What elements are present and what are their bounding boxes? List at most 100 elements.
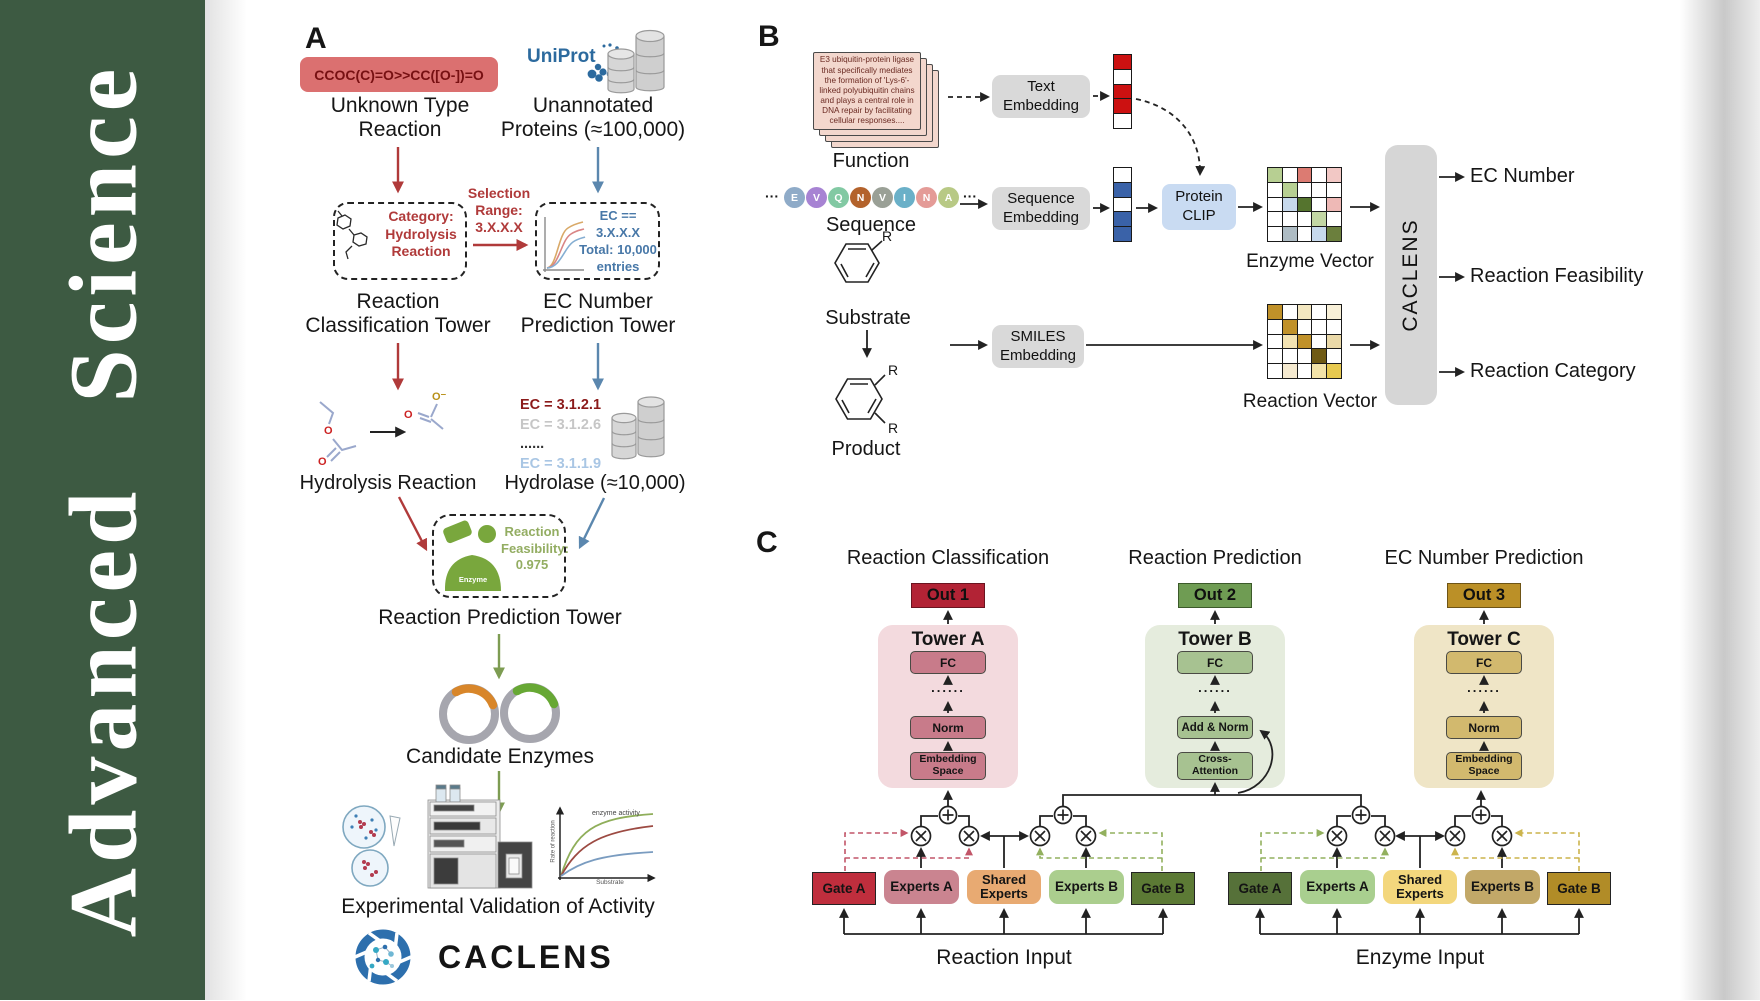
moe1-gate-b: Gate B xyxy=(1131,872,1195,905)
caclens-bar xyxy=(1385,145,1437,405)
enzyme-activity-annotation: enzyme activity xyxy=(592,810,640,817)
sequence-embedding-vector xyxy=(1113,167,1133,242)
ec-dashed-box xyxy=(535,202,660,280)
page-right-shadow xyxy=(1680,0,1760,1000)
acetate-o-minus-atom: O⁻ xyxy=(432,391,447,403)
tower-a-dots: ...... xyxy=(931,680,965,695)
validation-label: Experimental Validation of Activity xyxy=(341,895,655,918)
category-text: Category: Hydrolysis Reaction xyxy=(385,208,457,259)
tower-a-norm: Norm xyxy=(910,716,986,739)
sequence-ellipsis-left: ··· xyxy=(765,188,779,204)
moe1-experts-b: Experts B xyxy=(1049,870,1124,904)
ester-o-atom: O xyxy=(324,425,333,437)
output-reaction-category: Reaction Category xyxy=(1470,360,1636,382)
uniprot-logo-text: UniProt xyxy=(527,46,596,67)
acetate-o-atom: O xyxy=(404,409,413,421)
moe2-experts-b: Experts B xyxy=(1465,870,1540,904)
protein-clip-box: Protein CLIP xyxy=(1162,184,1236,230)
panel-c-label: C xyxy=(756,526,778,559)
candidate-enzymes-label: Candidate Enzymes xyxy=(406,745,594,768)
smiles-embedding-box: SMILES Embedding xyxy=(992,325,1084,368)
database-stack-top-icon xyxy=(607,29,665,94)
activity-plot-icon xyxy=(555,806,656,883)
substrate-r-label: R xyxy=(882,228,893,244)
panel-b-label: B xyxy=(758,20,780,53)
unannotated-proteins-label: Unannotated Proteins (≈100,000) xyxy=(500,94,686,142)
feasibility-dashed-box xyxy=(432,514,566,598)
tower-c-embedding-space: Embedding Space xyxy=(1446,752,1522,780)
product-label: Product xyxy=(831,438,901,460)
ec-prediction-tower-label: EC Number Prediction Tower xyxy=(520,290,676,338)
sequence-embedding-box: Sequence Embedding xyxy=(992,187,1090,230)
output-reaction-feasibility: Reaction Feasibility xyxy=(1470,265,1644,287)
journal-title: Advanced Science xyxy=(49,63,157,938)
caclens-logo-icon xyxy=(354,929,412,985)
ester-carbonyl-o-atom: O xyxy=(318,456,327,468)
ec-box-text: EC == 3.X.X.X Total: 10,000 entries xyxy=(579,208,657,274)
tower-b-fc: FC xyxy=(1177,651,1253,674)
moe2-shared-experts: Shared Experts xyxy=(1383,870,1457,904)
reaction-input-label: Reaction Input xyxy=(936,946,1072,969)
out1-box: Out 1 xyxy=(911,583,985,608)
tower-a-title: Tower A xyxy=(911,629,985,650)
tower-c-fc: FC xyxy=(1446,651,1522,674)
benzene-rings xyxy=(834,240,886,424)
text-embedding-vector xyxy=(1113,54,1133,129)
unknown-reaction-label: Unknown Type Reaction xyxy=(330,94,470,142)
tower-a-fc: FC xyxy=(910,651,986,674)
panel-a-label: A xyxy=(305,22,327,55)
substrate-label: Substrate xyxy=(825,307,911,329)
section-title-ec-number-prediction: EC Number Prediction xyxy=(1384,547,1584,569)
panel-b-arrows xyxy=(862,91,1465,377)
tower-c-norm: Norm xyxy=(1446,716,1522,739)
tower-b-cross-attention: Cross- Attention xyxy=(1177,752,1253,780)
mix-symbols xyxy=(910,805,1513,847)
smiles-reaction-box: CCOC(C)=O>>CC([O-])=O xyxy=(300,57,498,92)
moe1-experts-a: Experts A xyxy=(884,870,959,904)
database-stack-mid-icon xyxy=(611,396,665,460)
out3-box: Out 3 xyxy=(1447,583,1521,608)
output-ec-number: EC Number xyxy=(1470,165,1575,187)
plot-ylabel: Rate of reaction xyxy=(550,820,557,863)
tower-b-dots: ...... xyxy=(1198,680,1232,695)
sequence-ellipsis-right: ··· xyxy=(963,188,977,204)
tower-a-embedding-space: Embedding Space xyxy=(910,752,986,780)
tower-c-dots: ...... xyxy=(1467,680,1501,695)
moe1-shared-experts: Shared Experts xyxy=(967,870,1041,904)
function-card-text: E3 ubiquitin-protein ligase that specifi… xyxy=(819,55,915,126)
hydrolysis-reaction-label: Hydrolysis Reaction xyxy=(299,472,477,494)
tower-b-title: Tower B xyxy=(1178,629,1252,650)
tower-c-title: Tower C xyxy=(1447,629,1521,650)
tower-b-add-norm: Add & Norm xyxy=(1177,716,1253,739)
classification-tower-label: Reaction Classification Tower xyxy=(305,290,491,338)
enzyme-vector-matrix xyxy=(1267,167,1342,242)
plasmid-icons xyxy=(439,683,560,744)
reaction-vector-matrix xyxy=(1267,304,1342,379)
page-left-shadow xyxy=(205,0,247,1000)
petri-dishes-icon xyxy=(342,805,401,887)
text-embedding-box: Text Embedding xyxy=(992,75,1090,118)
prediction-tower-label: Reaction Prediction Tower xyxy=(378,606,622,629)
enzyme-input-label: Enzyme Input xyxy=(1355,946,1485,969)
product-r-top-label: R xyxy=(888,362,899,378)
caclens-bar-label: CACLENS xyxy=(1398,218,1422,332)
product-r-bottom-label: R xyxy=(888,420,899,436)
out2-box: Out 2 xyxy=(1178,583,1252,608)
sequence-label: Sequence xyxy=(825,214,917,236)
gate-feedback-lines xyxy=(844,829,1580,871)
feasibility-text: Reaction Feasibility: 0.975 xyxy=(501,524,569,573)
journal-banner: Advanced Science xyxy=(0,0,205,1000)
plot-xlabel: Substrate xyxy=(596,879,624,886)
acetate-molecule-icon xyxy=(417,403,444,430)
enzyme-icon-label: Enzyme xyxy=(458,575,488,584)
moe2-gate-b: Gate B xyxy=(1547,872,1611,905)
hplc-instrument-icon xyxy=(427,784,533,889)
caclens-wordmark: CACLENS xyxy=(438,939,614,975)
selection-range-label: Selection Range: 3.X.X.X xyxy=(467,185,531,236)
function-label: Function xyxy=(832,150,910,172)
function-card-front: E3 ubiquitin-protein ligase that specifi… xyxy=(813,52,921,130)
category-dashed-box xyxy=(333,202,467,280)
moe2-experts-a: Experts A xyxy=(1300,870,1375,904)
section-title-reaction-classification: Reaction Classification xyxy=(846,547,1050,569)
